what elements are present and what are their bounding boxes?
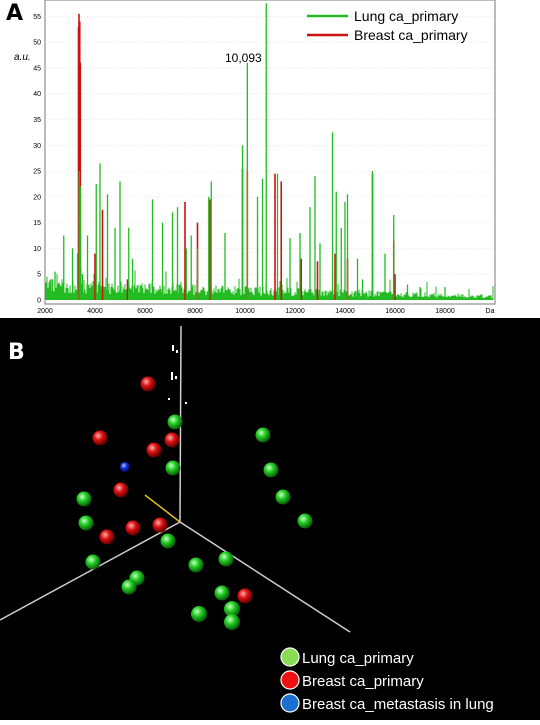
x-tick-label: 10000	[235, 308, 255, 315]
lung-point	[263, 462, 279, 478]
pca-3d-scatter-chart: Lung ca_primary Breast ca_primary Breast…	[0, 325, 494, 713]
y-tick-label: 30	[33, 143, 41, 150]
y-tick-label: 10	[33, 246, 41, 253]
lung-point	[78, 515, 94, 531]
breast-point	[164, 432, 180, 448]
panel-b: Lung ca_primary Breast ca_primary Breast…	[0, 318, 540, 720]
x-tick-label: 14000	[335, 308, 355, 315]
lung-point	[214, 585, 230, 601]
lung-point	[224, 601, 240, 617]
lung-point	[218, 551, 234, 567]
panel-a: A 0 5 10 15 20 25 30 35 40 45 50 55 2000 4000 6000 800…	[0, 0, 540, 318]
y-tick-label: 35	[33, 117, 41, 124]
x-tick-label: 4000	[87, 308, 103, 315]
legend-marker-breast	[280, 670, 300, 690]
x-tick-label: 18000	[435, 308, 455, 315]
lung-point	[224, 614, 240, 630]
lung-point	[121, 579, 137, 595]
x-tick-label: 12000	[285, 308, 305, 315]
x-tick-label: Da	[486, 308, 495, 315]
y-tick-label: 0	[37, 298, 41, 305]
legend-b-label-lung: Lung ca_primary	[302, 650, 414, 667]
breast-point	[140, 376, 156, 392]
y-tick-label: 20	[33, 194, 41, 201]
x-tick-label: 16000	[385, 308, 405, 315]
legend-marker-lung	[280, 647, 300, 667]
legend-b-label-breast: Breast ca_primary	[302, 673, 424, 690]
legend-label-breast: Breast ca_primary	[354, 27, 468, 43]
lung-point	[275, 489, 291, 505]
x-tick-labels: 2000 4000 6000 8000 10000 12000 14000 16000 1800…	[37, 308, 494, 315]
legend-b: Lung ca_primary Breast ca_primary Breast…	[280, 647, 494, 713]
lung-point	[188, 557, 204, 573]
x-tick-label: 2000	[37, 308, 53, 315]
spectrum-series	[45, 3, 494, 300]
y-tick-label: 40	[33, 91, 41, 98]
breast-point	[92, 430, 108, 446]
scatter-points	[76, 376, 313, 630]
peak-annotation: 10,093	[225, 51, 262, 65]
axis-right	[179, 521, 351, 633]
metastasis-point	[120, 462, 130, 472]
breast-point	[152, 517, 168, 533]
lung-point	[191, 606, 207, 622]
y-tick-labels: 0 5 10 15 20 25 30 35 40 45 50 55	[33, 14, 41, 305]
lung-point	[255, 427, 271, 443]
panel-b-letter: B	[8, 340, 25, 365]
legend-a: Lung ca_primary Breast ca_primary	[307, 8, 468, 43]
lung-point	[297, 513, 313, 529]
y-tick-label: 50	[33, 40, 41, 47]
breast-point	[113, 482, 129, 498]
breast-point	[99, 529, 115, 545]
x-tick-label: 8000	[187, 308, 203, 315]
legend-label-lung: Lung ca_primary	[354, 8, 458, 24]
legend-b-label-metastasis: Breast ca_metastasis in lung	[302, 696, 494, 713]
mass-spectrum-chart: 0 5 10 15 20 25 30 35 40 45 50 55 2000 4000 6000 8000 1…	[14, 0, 496, 315]
axis-left	[0, 521, 181, 621]
lung-point	[167, 414, 183, 430]
lung-point	[85, 554, 101, 570]
lung-point	[165, 460, 181, 476]
lung-point	[160, 533, 176, 549]
y-tick-label: 5	[37, 272, 41, 279]
x-tick-label: 6000	[137, 308, 153, 315]
y-tick-label: 25	[33, 169, 41, 176]
axis-yellow	[144, 494, 181, 523]
y-tick-label: 45	[33, 65, 41, 72]
3d-axes	[0, 325, 351, 633]
breast-point	[146, 442, 162, 458]
y-tick-label: 55	[33, 14, 41, 21]
breast-point	[237, 588, 253, 604]
panel-a-letter: A	[6, 1, 24, 26]
legend-marker-metastasis	[280, 693, 300, 713]
y-unit-label: a.u.	[14, 52, 31, 63]
y-tick-label: 15	[33, 220, 41, 227]
breast-point	[125, 520, 141, 536]
axis-tick-marks	[168, 345, 187, 404]
lung-point	[76, 491, 92, 507]
plot-area-frame	[44, 0, 496, 305]
